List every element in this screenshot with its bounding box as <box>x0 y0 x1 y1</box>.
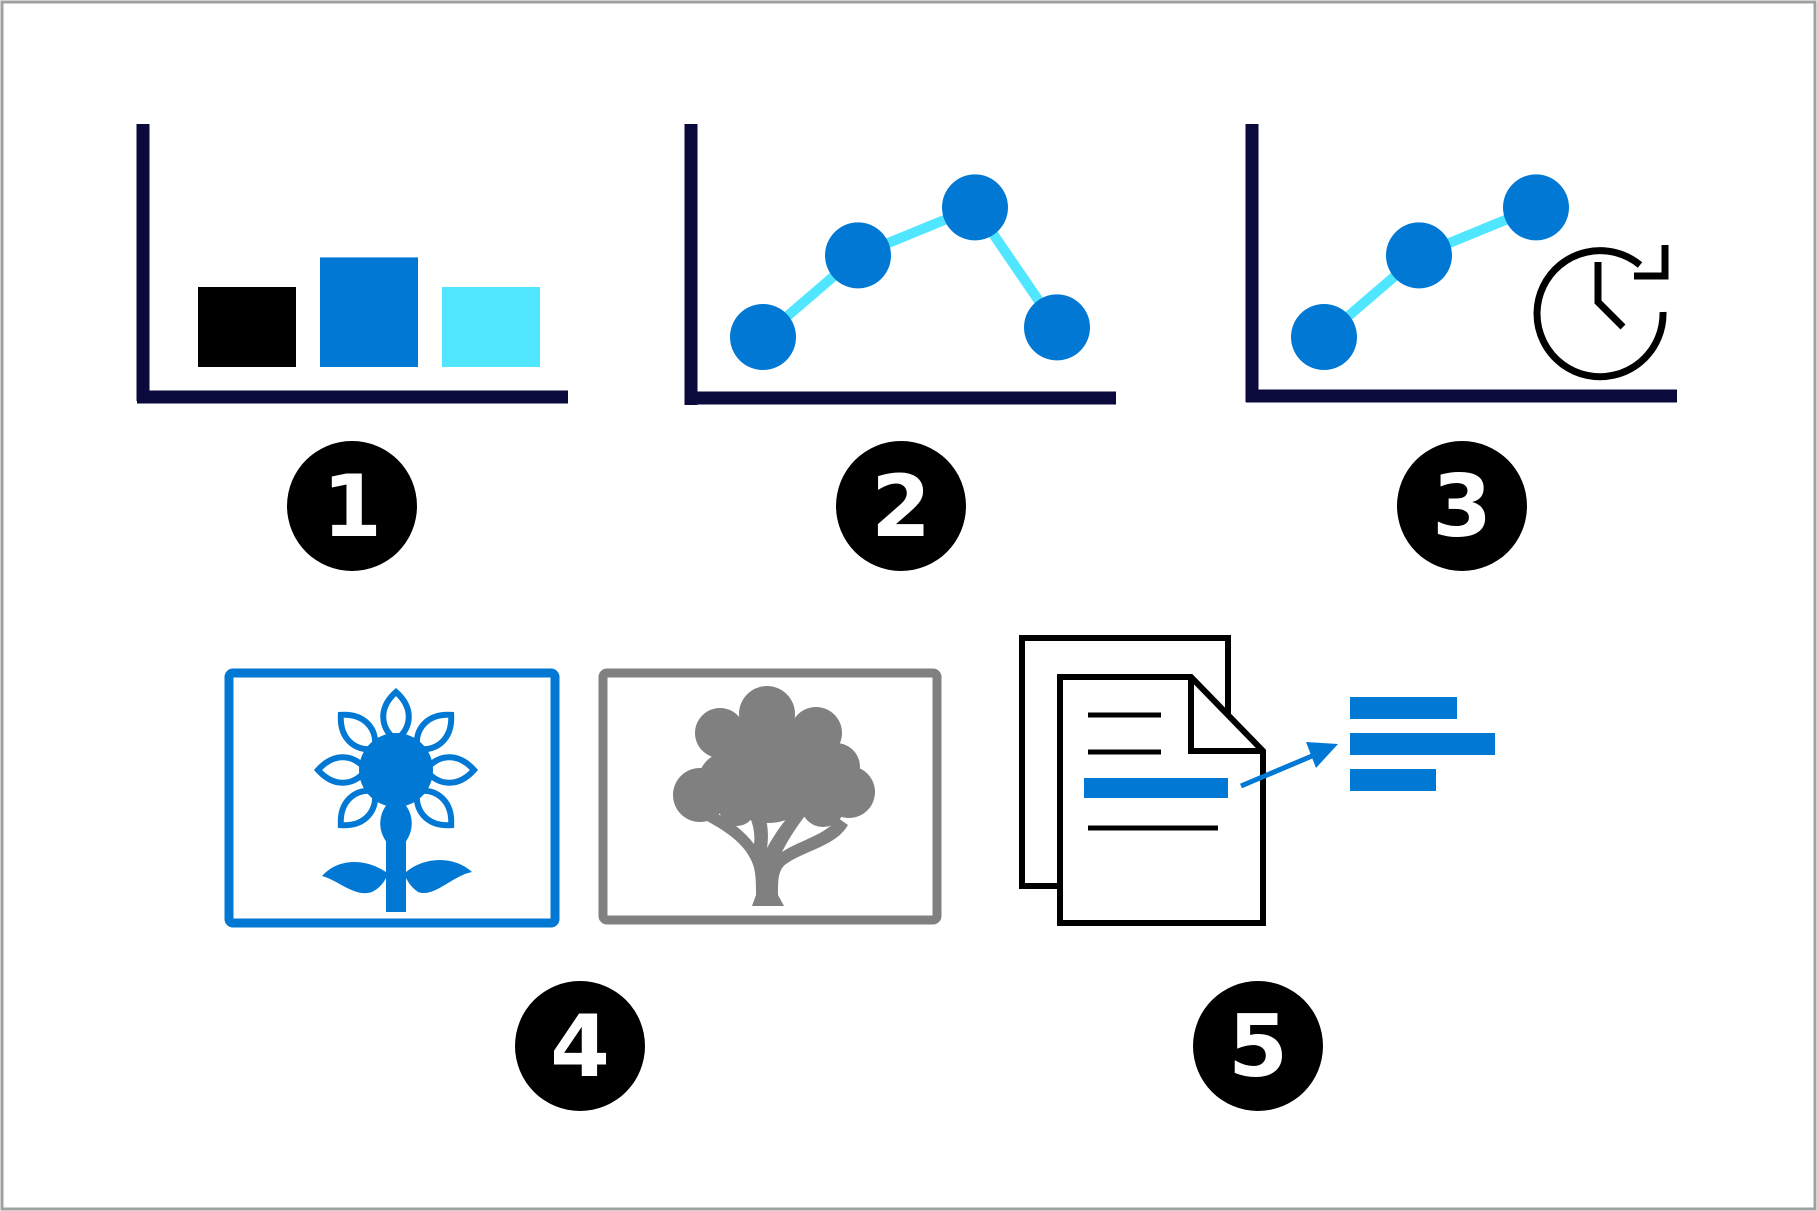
arrow-icon <box>1240 742 1338 789</box>
badge-5: 5 <box>1193 981 1323 1111</box>
data-point <box>1291 304 1357 370</box>
series-points <box>730 174 1090 370</box>
flower-stem <box>386 806 406 912</box>
flower-icon <box>313 687 479 912</box>
data-point <box>1503 174 1569 241</box>
badge-number: 2 <box>871 457 931 557</box>
badge-circle <box>1193 981 1323 1111</box>
data-point <box>942 174 1008 241</box>
data-point <box>1024 294 1090 361</box>
text-lines-icon <box>1350 697 1495 791</box>
badge-number: 3 <box>1432 457 1492 557</box>
bar <box>442 287 540 367</box>
panel-line-chart: 2 <box>684 124 1116 571</box>
series-line <box>759 201 1062 341</box>
clock-arc <box>1533 247 1667 381</box>
flower-petal <box>337 711 379 753</box>
badge-1: 1 <box>287 441 417 571</box>
panel-time-series: 3 <box>1245 124 1677 571</box>
badge-number: 5 <box>1228 997 1288 1097</box>
text-line-2 <box>1350 733 1495 755</box>
text-line-1 <box>1350 697 1457 719</box>
documents-icon <box>1019 635 1266 926</box>
clock-arrowhead <box>1634 245 1669 280</box>
arrow-head <box>1306 742 1338 768</box>
badge-circle <box>287 441 417 571</box>
data-point <box>730 304 796 370</box>
badge-circle <box>836 441 966 571</box>
flower-petal <box>413 711 455 753</box>
bar <box>198 287 296 367</box>
badge-circle <box>1397 441 1527 571</box>
badge-3: 3 <box>1397 441 1527 571</box>
flower-petal <box>380 687 412 744</box>
time-series-icon <box>1245 124 1677 403</box>
series-points <box>1291 174 1569 370</box>
badge-number: 1 <box>322 457 382 557</box>
panel-document-extraction: 5 <box>1019 635 1495 1111</box>
badge-number: 4 <box>550 997 610 1097</box>
flower-petal <box>313 754 370 786</box>
doc-highlight-line <box>1084 778 1228 798</box>
bar <box>320 257 418 367</box>
bar-chart-icon <box>136 124 568 404</box>
tree-icon <box>673 686 875 906</box>
tree-image <box>598 668 942 925</box>
series-line-path <box>759 201 1062 341</box>
panel-bar-chart: 1 <box>136 124 568 571</box>
flower-petal <box>422 754 479 786</box>
text-line-3 <box>1350 769 1436 791</box>
tree-canopy <box>673 686 875 827</box>
document-fold <box>1188 677 1263 754</box>
flower-image <box>224 668 560 928</box>
badge-circle <box>515 981 645 1111</box>
flower-petal <box>413 787 455 829</box>
flower-petal <box>337 787 379 829</box>
bars <box>198 257 540 367</box>
tree-trunk <box>705 808 848 906</box>
badge-4: 4 <box>515 981 645 1111</box>
flower-leaf-left <box>322 861 386 894</box>
flower-center <box>359 733 433 807</box>
data-point <box>825 222 891 289</box>
front-document <box>1057 674 1266 926</box>
data-point <box>1386 222 1452 289</box>
flower-leaf-right <box>406 860 472 894</box>
clock-icon <box>1533 245 1669 381</box>
badge-2: 2 <box>836 441 966 571</box>
panel-image-classification: 4 <box>224 668 942 1111</box>
clock-hands <box>1594 262 1626 330</box>
line-chart-icon <box>684 124 1116 405</box>
